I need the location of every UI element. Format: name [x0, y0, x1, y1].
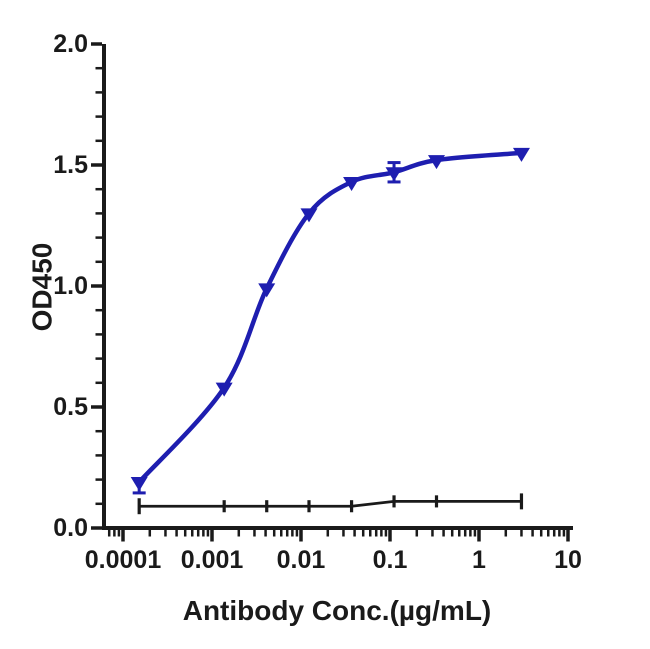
x-tick-label: 0.1: [373, 546, 408, 574]
data-point-marker: [512, 147, 530, 162]
x-tick-label: 10: [554, 546, 582, 574]
x-tick-label: 0.001: [181, 546, 244, 574]
data-point-marker: [130, 477, 148, 492]
x-ticks: [107, 530, 570, 542]
y-tick-labels: 0.0 0.5 1.0 1.5 2.0: [53, 30, 88, 542]
data-point-marker: [258, 283, 276, 298]
data-point-marker: [215, 382, 233, 397]
antibody-series: [136, 150, 524, 485]
x-tick-label: 0.0001: [85, 546, 162, 574]
control-series: [137, 493, 524, 515]
data-point-marker: [385, 167, 403, 182]
y-tick-label: 1.5: [53, 151, 88, 179]
x-axis-title: Antibody Conc.(µg/mL): [183, 595, 492, 626]
axes: [102, 44, 573, 530]
y-tick-label: 0.0: [53, 514, 88, 542]
y-tick-label: 2.0: [53, 30, 88, 58]
antibody-markers: [130, 147, 530, 492]
antibody-errorbars: [132, 161, 401, 495]
data-point-marker: [427, 155, 445, 170]
y-ticks: [91, 42, 102, 530]
x-tick-label: 1: [472, 546, 486, 574]
control-line: [139, 499, 522, 508]
binding-curve: [136, 150, 524, 485]
y-tick-label: 0.5: [53, 393, 88, 421]
data-point-marker: [300, 208, 318, 223]
y-tick-label: 1.0: [53, 272, 88, 300]
y-axis-title: OD450: [27, 243, 58, 332]
x-tick-label: 0.01: [277, 546, 326, 574]
x-tick-labels: 0.0001 0.001 0.01 0.1 1 10: [85, 546, 582, 574]
data-point-marker: [343, 176, 361, 191]
